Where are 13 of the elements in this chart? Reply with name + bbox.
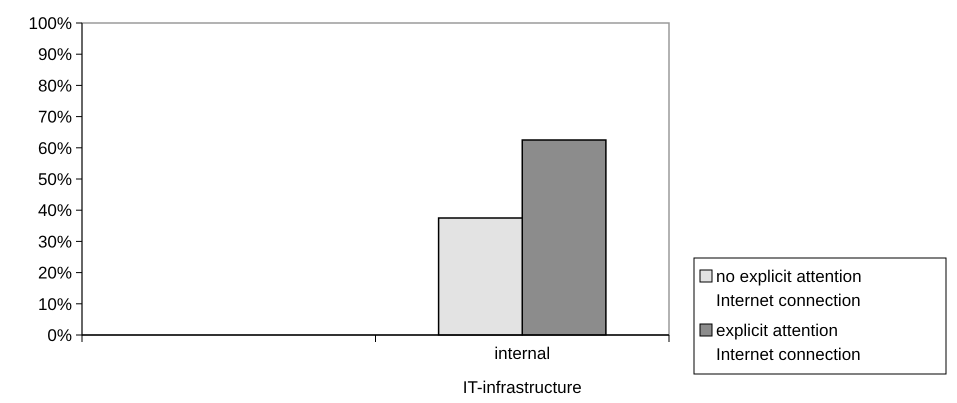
y-tick-label: 50% bbox=[38, 170, 72, 189]
x-tick-label: internal IT-infrastructure bbox=[462, 344, 582, 397]
legend-label: explicit attention Internet connection bbox=[716, 321, 861, 364]
y-tick-label: 40% bbox=[38, 201, 72, 220]
y-tick-label: 100% bbox=[28, 14, 72, 33]
y-tick-label: 80% bbox=[38, 76, 72, 96]
y-tick-label: 20% bbox=[38, 264, 72, 283]
y-tick-label: 0% bbox=[47, 326, 72, 345]
y-tick-label: 30% bbox=[38, 232, 72, 252]
y-tick-label: 10% bbox=[38, 294, 72, 314]
y-tick-label: 70% bbox=[38, 108, 72, 127]
y-tick-label: 90% bbox=[38, 45, 72, 64]
y-tick-label: 60% bbox=[38, 138, 72, 158]
